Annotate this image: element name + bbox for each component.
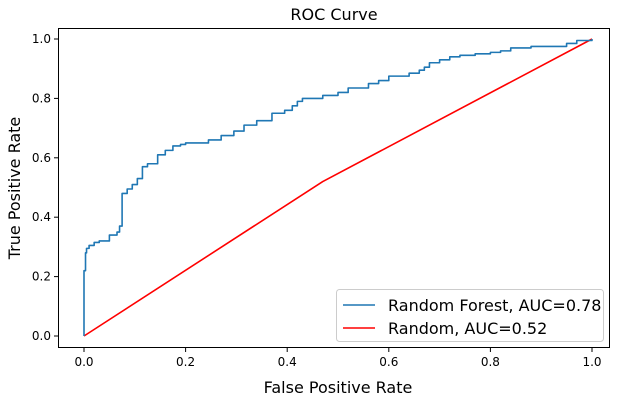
- y-axis-title: True Positive Rate: [5, 117, 24, 261]
- x-tick-label: 1.0: [582, 355, 601, 369]
- series-layer: [83, 38, 593, 337]
- plot-frame: [58, 28, 610, 348]
- x-tick-label: 0.0: [74, 355, 93, 369]
- x-tick-label: 0.8: [481, 355, 500, 369]
- y-tick-label: 0.8: [32, 91, 51, 105]
- x-axis: 0.0 0.2 0.4 0.6 0.8 1.0: [74, 348, 602, 369]
- legend: Random Forest, AUC=0.78 Random, AUC=0.52: [336, 289, 604, 342]
- series-line-random-forest: [83, 39, 593, 336]
- chart-title: ROC Curve: [290, 5, 377, 24]
- y-tick-label: 0.0: [32, 329, 51, 343]
- x-tick-label: 0.2: [176, 355, 195, 369]
- legend-label-random-forest: Random Forest, AUC=0.78: [388, 296, 601, 315]
- y-tick-label: 0.2: [32, 270, 51, 284]
- x-axis-title: False Positive Rate: [264, 378, 413, 397]
- y-axis: 0.0 0.2 0.4 0.6 0.8 1.0: [32, 32, 58, 343]
- legend-label-random: Random, AUC=0.52: [388, 319, 547, 338]
- y-tick-label: 1.0: [32, 32, 51, 46]
- legend-box: [336, 289, 604, 342]
- y-tick-label: 0.6: [32, 151, 51, 165]
- x-tick-label: 0.6: [379, 355, 398, 369]
- x-tick-label: 0.4: [278, 355, 297, 369]
- y-tick-label: 0.4: [32, 210, 51, 224]
- series-line-random: [83, 38, 593, 337]
